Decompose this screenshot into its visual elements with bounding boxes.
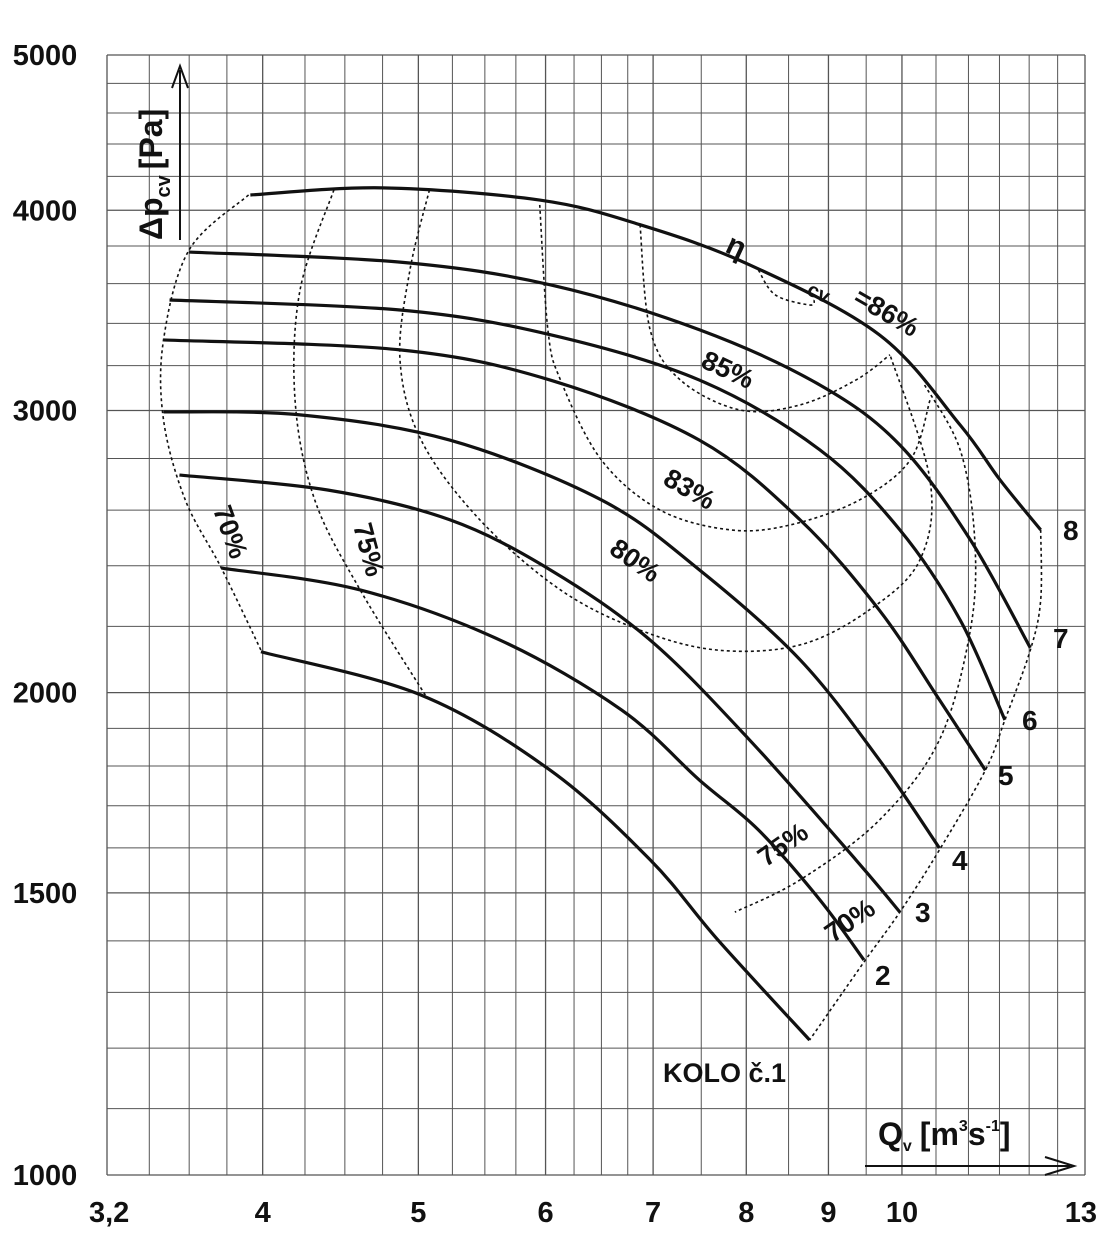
curve-label: 8 bbox=[1063, 515, 1079, 546]
grid bbox=[106, 54, 1086, 1176]
efficiency-contour bbox=[734, 384, 977, 913]
x-tick-label: 10 bbox=[886, 1197, 918, 1229]
y-label-sub: cv bbox=[153, 174, 175, 197]
x-arrowhead bbox=[1044, 1156, 1078, 1176]
fan-curve bbox=[163, 338, 987, 772]
y-axis-label: Δpcv [Pa] bbox=[133, 109, 175, 240]
fan-curve bbox=[163, 410, 941, 849]
x-tick-label: 9 bbox=[820, 1197, 836, 1229]
curves bbox=[159, 186, 1043, 1042]
efficiency-contour bbox=[159, 194, 262, 651]
x-tick-label: 13 bbox=[1065, 1197, 1097, 1229]
curve-label: 3 bbox=[915, 897, 931, 928]
y-tick-label: 5000 bbox=[13, 40, 78, 72]
x-tick-label: 4 bbox=[255, 1197, 271, 1229]
efficiency-contour bbox=[293, 189, 426, 696]
x-tick-label: 3,2 bbox=[89, 1197, 129, 1229]
efficiency-contour bbox=[808, 529, 1043, 1041]
x-label-sub: v bbox=[903, 1138, 912, 1155]
x-label-symbol: Q bbox=[878, 1116, 903, 1152]
efficiency-contour bbox=[639, 224, 891, 413]
curve-label: 6 bbox=[1022, 705, 1038, 736]
y-arrowhead bbox=[171, 63, 189, 89]
x-label-unit2: s bbox=[968, 1116, 986, 1152]
y-tick-label: 1000 bbox=[13, 1160, 78, 1192]
y-tick-label: 1500 bbox=[13, 878, 78, 910]
efficiency-contour bbox=[757, 269, 816, 306]
y-label-symbol: Δp bbox=[133, 197, 169, 240]
fan-curve bbox=[260, 650, 811, 1042]
curve-label: 5 bbox=[998, 760, 1014, 791]
curve-label: 7 bbox=[1053, 623, 1069, 654]
y-label-unit: [Pa] bbox=[133, 109, 169, 169]
y-tick-label: 4000 bbox=[13, 195, 78, 227]
fan-curve bbox=[189, 250, 1032, 649]
x-label-sup1: 3 bbox=[959, 1118, 968, 1135]
x-tick-label: 5 bbox=[410, 1197, 426, 1229]
curve-label: 4 bbox=[952, 845, 968, 876]
x-axis-label: Qv [m3s-1] bbox=[878, 1116, 1011, 1155]
fan-curve bbox=[221, 566, 866, 961]
fan-curve bbox=[250, 186, 1042, 531]
efficiency-contour bbox=[398, 189, 933, 653]
x-label-sup2: -1 bbox=[986, 1118, 1000, 1135]
x-label-unit: [m bbox=[920, 1116, 959, 1152]
x-label-end: ] bbox=[1000, 1116, 1011, 1152]
wheel-label: KOLO č.1 bbox=[663, 1058, 786, 1088]
y-tick-label: 3000 bbox=[13, 395, 78, 427]
y-tick-label: 2000 bbox=[13, 678, 78, 710]
efficiency-contour bbox=[538, 204, 931, 532]
x-tick-label: 7 bbox=[645, 1197, 661, 1229]
curve-label: 2 bbox=[875, 960, 891, 991]
fan-curve bbox=[179, 473, 902, 914]
x-tick-label: 6 bbox=[537, 1197, 553, 1229]
fan-curve bbox=[169, 298, 1007, 721]
x-tick-label: 8 bbox=[738, 1197, 754, 1229]
